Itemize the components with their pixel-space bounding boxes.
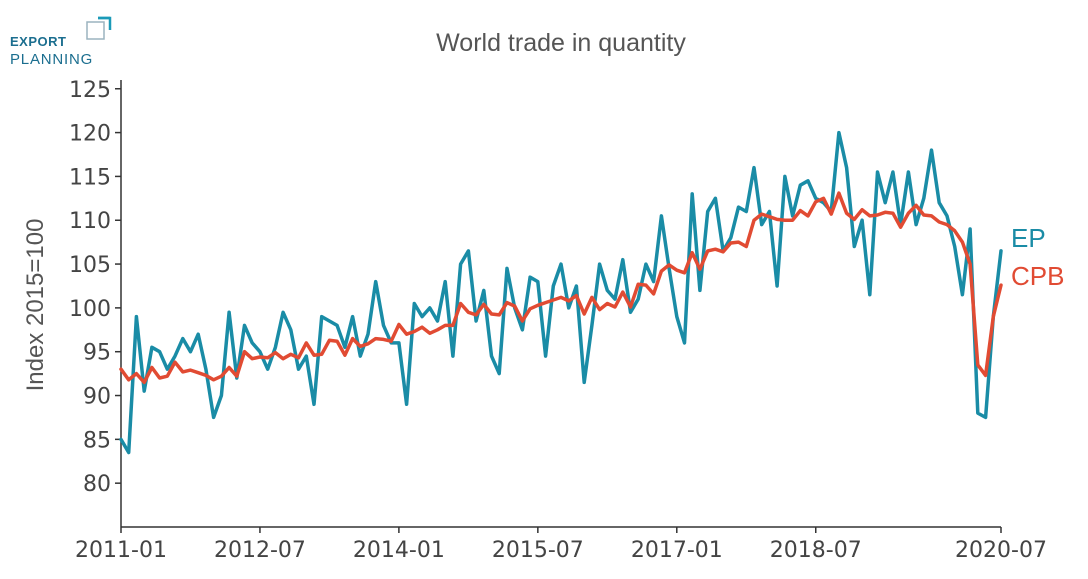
y-tick-label: 95 (83, 341, 111, 366)
y-tick-label: 120 (69, 122, 111, 147)
y-tick-label: 125 (69, 78, 111, 103)
legend-label-cpb: CPB (1011, 261, 1064, 291)
y-tick-label: 90 (83, 385, 111, 410)
x-tick-label: 2011-01 (75, 538, 167, 563)
legend-label-ep: EP (1011, 223, 1046, 253)
series-layer (119, 130, 1003, 455)
y-tick-label: 110 (69, 209, 111, 234)
axes: 80 85 90 95 100 105 110 115 120 125 2011-01 2012-07… (69, 78, 1047, 563)
x-tick-label: 2020-07 (955, 538, 1047, 563)
series-line-ep (119, 130, 1003, 455)
y-tick-label: 85 (83, 428, 111, 453)
legend-labels: EP CPB (1011, 223, 1064, 291)
x-tick-label: 2017-01 (631, 538, 723, 563)
y-tick-label: 100 (69, 297, 111, 322)
y-axis-label: Index 2015=100 (22, 219, 49, 392)
x-tick-label: 2012-07 (214, 538, 306, 563)
chart-title: World trade in quantity (436, 29, 686, 57)
x-tick-label: 2014-01 (353, 538, 445, 563)
logo-square-icon (86, 16, 112, 40)
x-tick-label: 2018-07 (770, 538, 862, 563)
export-planning-logo: EXPORT PLANNING (10, 14, 120, 70)
y-tick-label: 105 (69, 253, 111, 278)
y-tick-label: 80 (83, 472, 111, 497)
logo-text-planning: PLANNING (10, 51, 94, 68)
x-tick-label: 2015-07 (492, 538, 584, 563)
y-tick-label: 115 (69, 165, 111, 190)
logo-text-export: EXPORT (10, 34, 67, 49)
series-line-cpb (119, 191, 1003, 385)
